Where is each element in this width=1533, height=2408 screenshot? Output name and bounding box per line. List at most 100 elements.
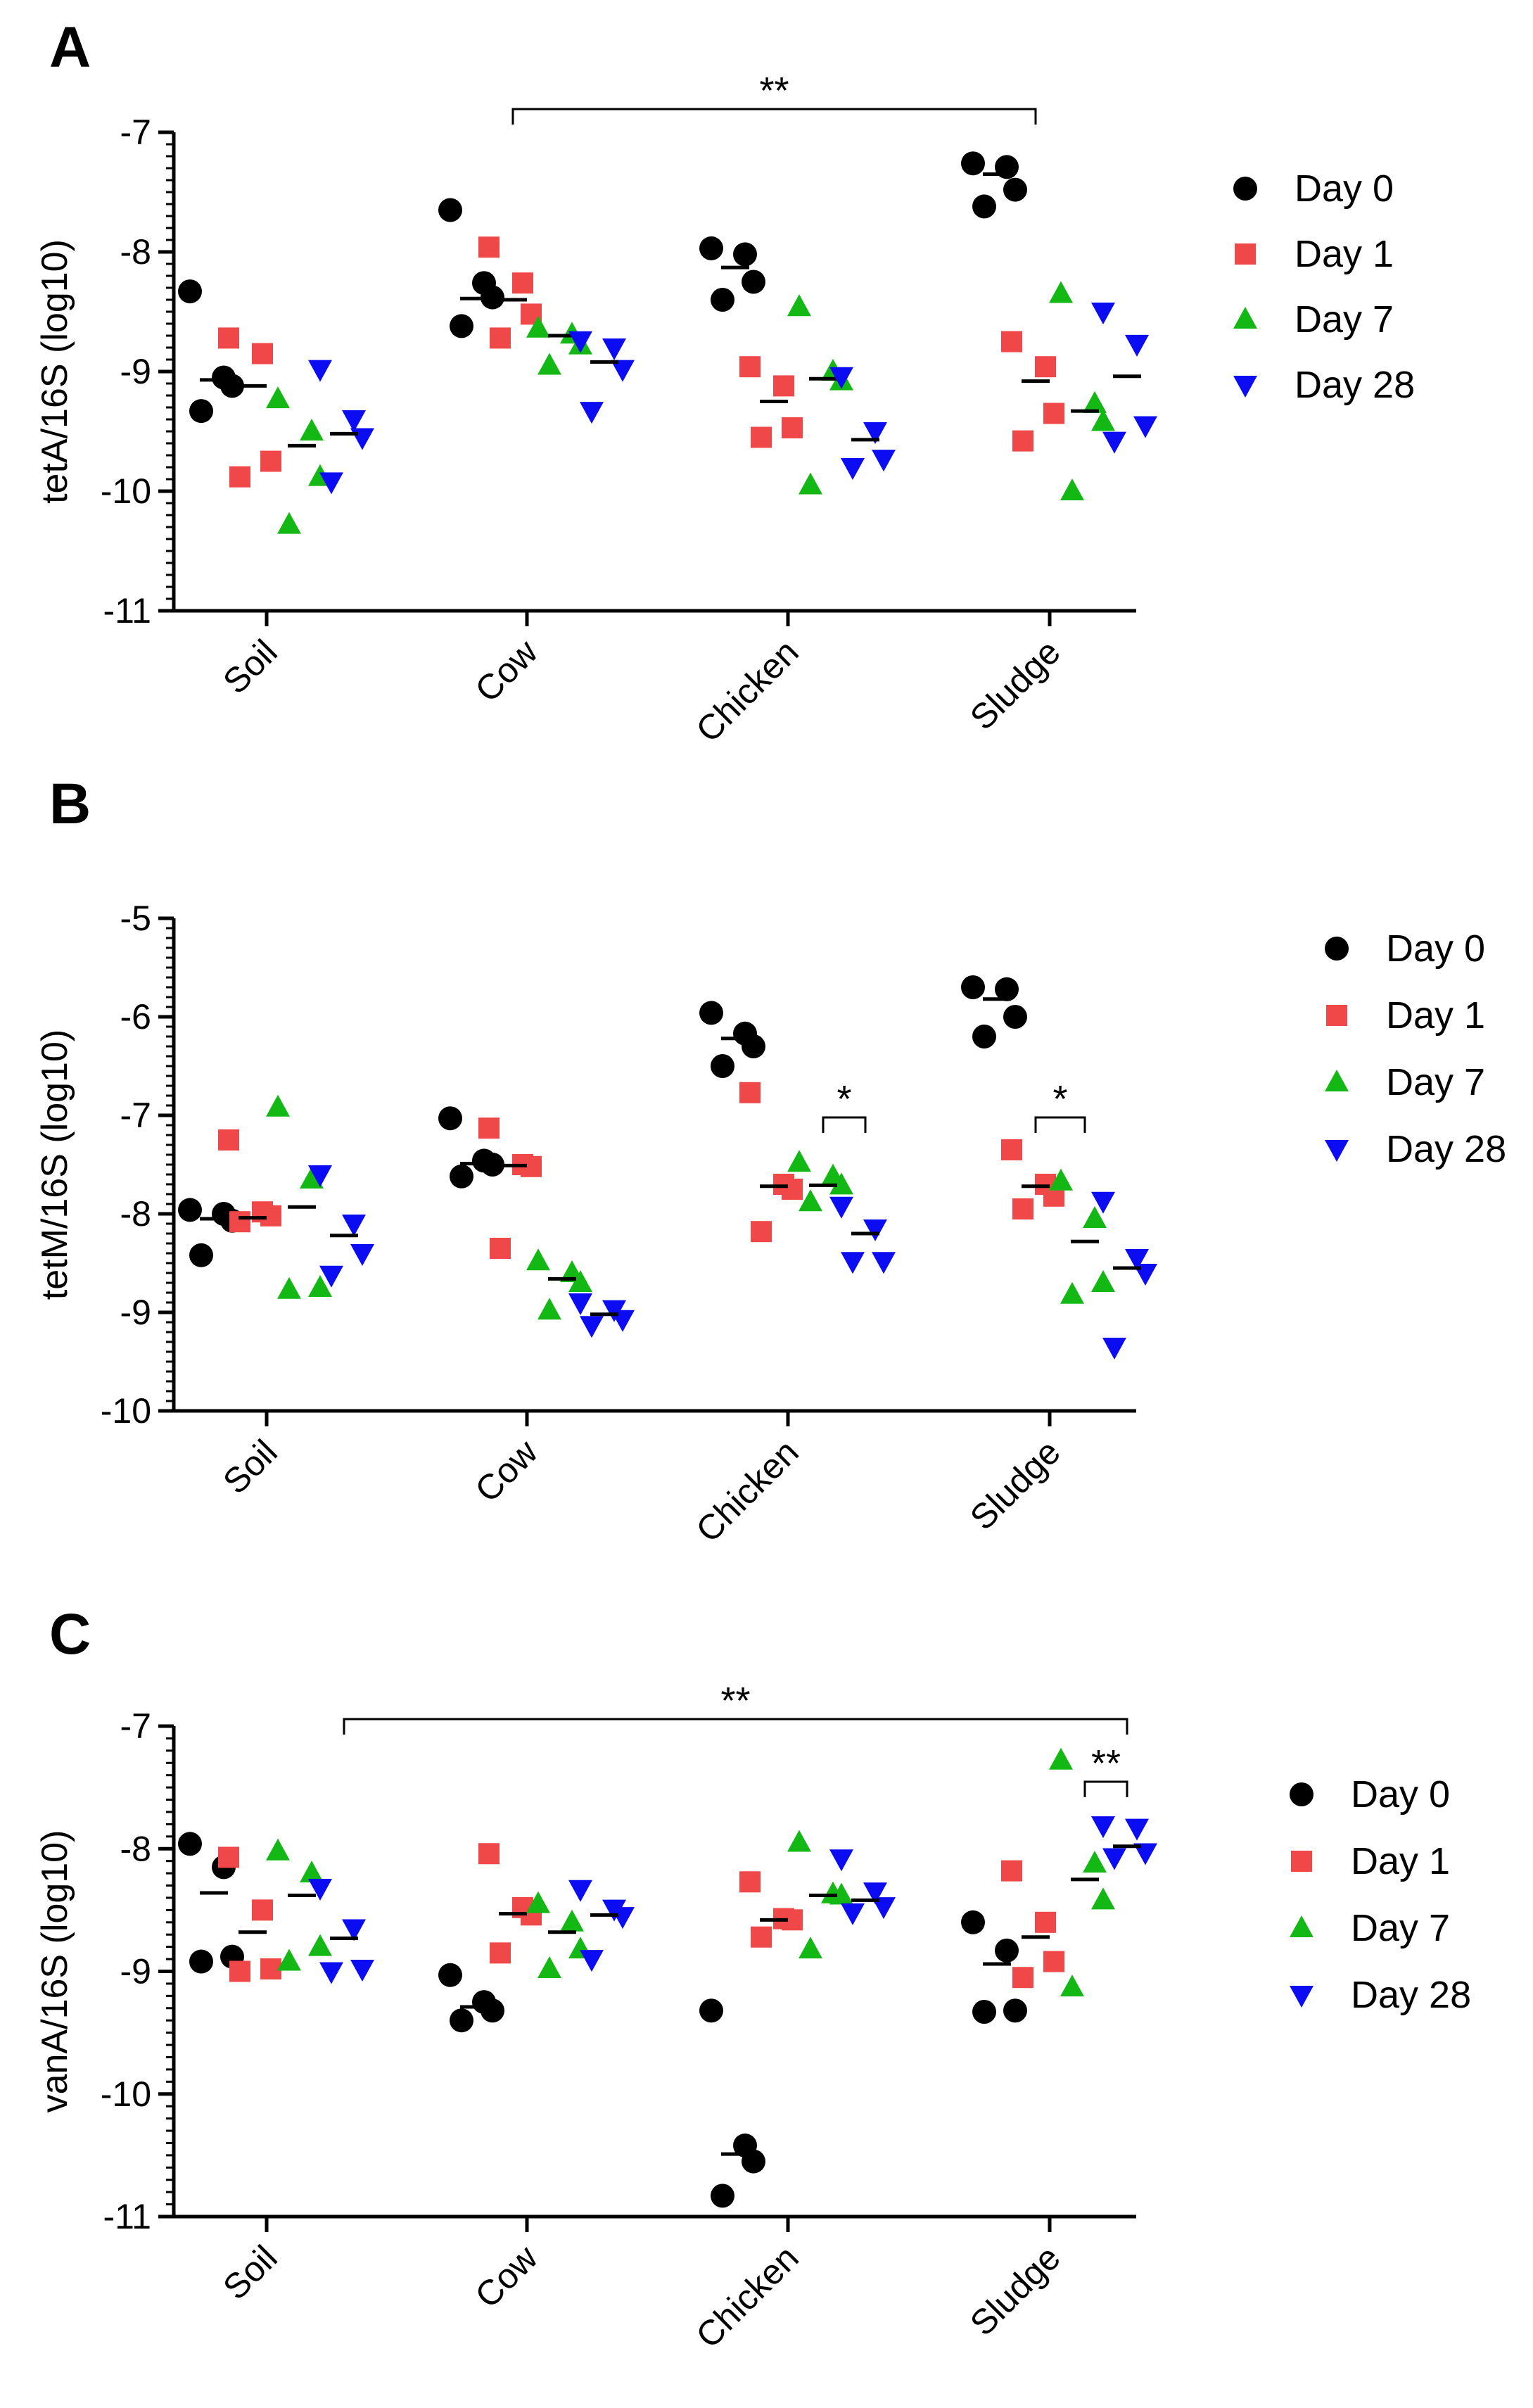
data-point-day-1 [218, 1129, 239, 1151]
data-point-day-1 [260, 1205, 281, 1227]
legend-marker-day-7 [1325, 1070, 1349, 1091]
x-tick-label-sludge: Sludge [962, 1432, 1068, 1538]
legend-marker-day-7 [1233, 307, 1257, 329]
data-point-day-0 [178, 1198, 202, 1222]
data-point-day-28 [872, 450, 896, 472]
legend-label-day-7: Day 7 [1386, 1061, 1485, 1103]
data-point-day-1 [252, 1899, 273, 1921]
data-point-day-7 [1049, 1168, 1073, 1191]
legend-marker-day-7 [1290, 1915, 1313, 1937]
data-point-day-1 [782, 1179, 803, 1200]
x-tick-label-soil: Soil [215, 632, 285, 702]
data-point-day-0 [178, 279, 202, 304]
legend-marker-day-0 [1325, 937, 1349, 961]
data-point-day-0 [450, 2008, 473, 2033]
data-point-day-0 [972, 194, 996, 219]
data-point-day-0 [189, 1949, 213, 1974]
data-point-day-0 [961, 975, 985, 999]
data-point-day-1 [1043, 403, 1064, 424]
legend-label-day-28: Day 28 [1295, 364, 1415, 406]
y-axis-title: tetA/16S (log10) [34, 239, 75, 504]
x-tick-label-cow: Cow [467, 1432, 545, 1510]
data-point-day-7 [537, 1298, 561, 1320]
data-point-day-1 [1001, 1139, 1022, 1160]
legend-marker-day-28 [1233, 376, 1257, 398]
data-point-day-7 [300, 419, 324, 441]
data-point-day-28 [1125, 1249, 1149, 1271]
data-point-day-1 [1001, 1860, 1022, 1882]
data-point-day-7 [308, 1934, 332, 1956]
data-point-day-7 [799, 1189, 822, 1212]
y-tick-label: -6 [120, 997, 151, 1037]
data-point-day-7 [1060, 479, 1084, 500]
data-point-day-0 [1003, 1005, 1027, 1029]
data-point-day-28 [841, 458, 865, 480]
data-point-day-28 [829, 1849, 853, 1872]
significance-bracket: ** [343, 1680, 1128, 1735]
data-point-day-7 [266, 1838, 290, 1861]
data-point-day-0 [1003, 177, 1027, 202]
legend-label-day-1: Day 1 [1386, 994, 1485, 1037]
data-point-day-28 [568, 1880, 592, 1902]
y-tick-label: -9 [120, 1952, 151, 1991]
data-point-day-28 [580, 1950, 604, 1972]
y-tick-label: -7 [120, 1096, 151, 1135]
x-tick-label-sludge: Sludge [962, 632, 1068, 737]
legend-marker-day-0 [1290, 1782, 1313, 1806]
data-point-day-7 [300, 1167, 324, 1189]
panel-a: A -7 -8 -9 -10 -11 tetA/16S (log10) Soil Cow Chic… [34, 15, 1415, 750]
legend-marker-day-28 [1325, 1140, 1349, 1162]
data-point-day-7 [526, 315, 550, 338]
data-point-day-0 [972, 1025, 996, 1048]
data-point-day-28 [863, 1219, 887, 1241]
data-point-day-7 [300, 1861, 324, 1883]
data-point-day-28 [308, 1879, 332, 1901]
legend-label-day-0: Day 0 [1351, 1773, 1450, 1815]
data-point-day-1 [229, 1211, 250, 1233]
data-point-day-28 [1125, 334, 1149, 357]
x-tick-label-cow: Cow [467, 2238, 545, 2316]
data-point-day-28 [1133, 416, 1157, 438]
data-point-day-28 [863, 1882, 887, 1905]
significance-bracket: ** [1083, 1742, 1128, 1797]
data-point-day-0 [189, 399, 213, 424]
y-tick-label: -7 [120, 1706, 151, 1746]
y-tick-label: -11 [103, 2197, 151, 2236]
bracket-line [343, 1718, 1128, 1735]
data-point-day-28 [829, 1196, 853, 1219]
data-point-day-7 [1060, 1975, 1084, 1997]
data-point-day-7 [1083, 1206, 1107, 1228]
panel-label: B [49, 772, 91, 836]
data-point-day-7 [308, 1275, 332, 1297]
data-point-day-0 [699, 236, 723, 260]
data-point-day-1 [478, 236, 500, 258]
data-point-day-7 [829, 1172, 853, 1195]
x-tick-label-cow: Cow [467, 632, 545, 710]
data-point-day-1 [490, 327, 511, 349]
data-point-day-28 [1133, 1843, 1157, 1865]
data-point-day-0 [699, 1998, 723, 2023]
data-point-day-1 [490, 1238, 511, 1259]
data-point-day-1 [260, 1958, 281, 1980]
data-point-day-28 [568, 331, 592, 353]
x-tick-label-chicken: Chicken [688, 632, 806, 749]
y-tick-label: -10 [101, 2074, 151, 2114]
x-tick-label-soil: Soil [215, 1432, 285, 1502]
data-point-day-7 [787, 1830, 811, 1852]
data-point-day-1 [512, 272, 533, 294]
legend-label-day-28: Day 28 [1351, 1974, 1471, 2016]
data-point-day-1 [1012, 1198, 1033, 1219]
data-point-day-1 [751, 1221, 772, 1243]
data-point-day-28 [841, 1903, 865, 1925]
legend-label-day-0: Day 0 [1386, 927, 1485, 970]
data-point-day-0 [438, 198, 462, 222]
data-point-day-1 [252, 343, 273, 365]
data-point-day-7 [787, 294, 811, 317]
data-point-day-0 [481, 285, 504, 310]
data-point-day-28 [580, 1316, 604, 1338]
data-point-day-28 [342, 410, 366, 432]
y-tick-label: -10 [101, 471, 151, 511]
data-point-day-28 [1091, 303, 1115, 324]
data-point-day-1 [1035, 1911, 1056, 1933]
data-point-day-1 [478, 1117, 500, 1139]
